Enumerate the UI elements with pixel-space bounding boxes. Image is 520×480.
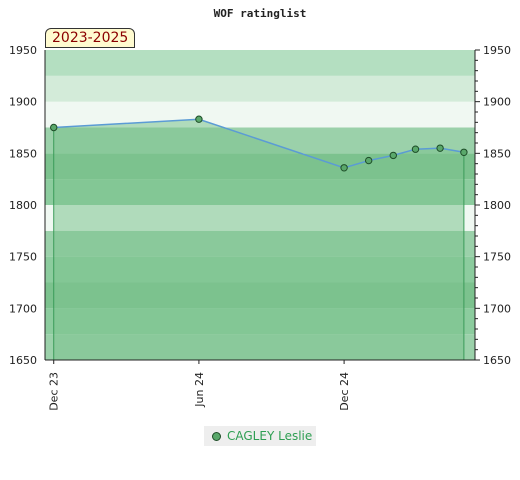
data-point — [50, 123, 58, 132]
y-tick-label-left: 1950 — [9, 44, 37, 57]
y-tick-label-right: 1850 — [483, 147, 511, 160]
period-badge: 2023-2025 — [45, 28, 136, 48]
band-10 — [45, 75, 475, 102]
data-point — [411, 145, 420, 153]
chart-title: WOF ratinglist — [214, 7, 307, 20]
y-tick-label-right: 1900 — [483, 96, 511, 109]
y-tick-label-left: 1700 — [9, 302, 37, 315]
y-tick-label-left: 1750 — [9, 251, 37, 264]
y-tick-label-left: 1850 — [9, 147, 37, 160]
y-tick-label-right: 1800 — [483, 199, 511, 212]
y-tick-label-left: 1800 — [9, 199, 37, 212]
data-points — [50, 115, 468, 172]
y-tick-label-left: 1650 — [9, 354, 37, 367]
axes: 1650 1650 1700 1700 1750 1750 1800 1800 1850 1850… — [9, 44, 511, 411]
band-11 — [45, 50, 475, 76]
x-tick-label: Dec 23 — [48, 372, 61, 411]
legend-label: CAGLEY Leslie — [227, 429, 313, 443]
data-point — [340, 164, 348, 172]
y-tick-label-right: 1650 — [483, 354, 511, 367]
y-tick-label-right: 1700 — [483, 302, 511, 315]
y-tick-label-right: 1750 — [483, 251, 511, 264]
data-point — [436, 144, 444, 152]
y-tick-label-right: 1950 — [483, 44, 511, 57]
data-point — [389, 151, 397, 160]
series-line — [53, 118, 465, 169]
x-tick-label: Jun 24 — [193, 372, 206, 408]
legend-marker-icon — [212, 431, 221, 441]
rating-area — [53, 118, 465, 360]
legend[interactable]: CAGLEY Leslie — [204, 426, 316, 446]
data-point — [460, 148, 468, 157]
area-fill — [53, 119, 464, 360]
data-point — [364, 156, 373, 165]
y-tick-label-left: 1900 — [9, 96, 37, 109]
data-point — [195, 115, 203, 123]
x-tick-label: Dec 24 — [338, 372, 351, 411]
